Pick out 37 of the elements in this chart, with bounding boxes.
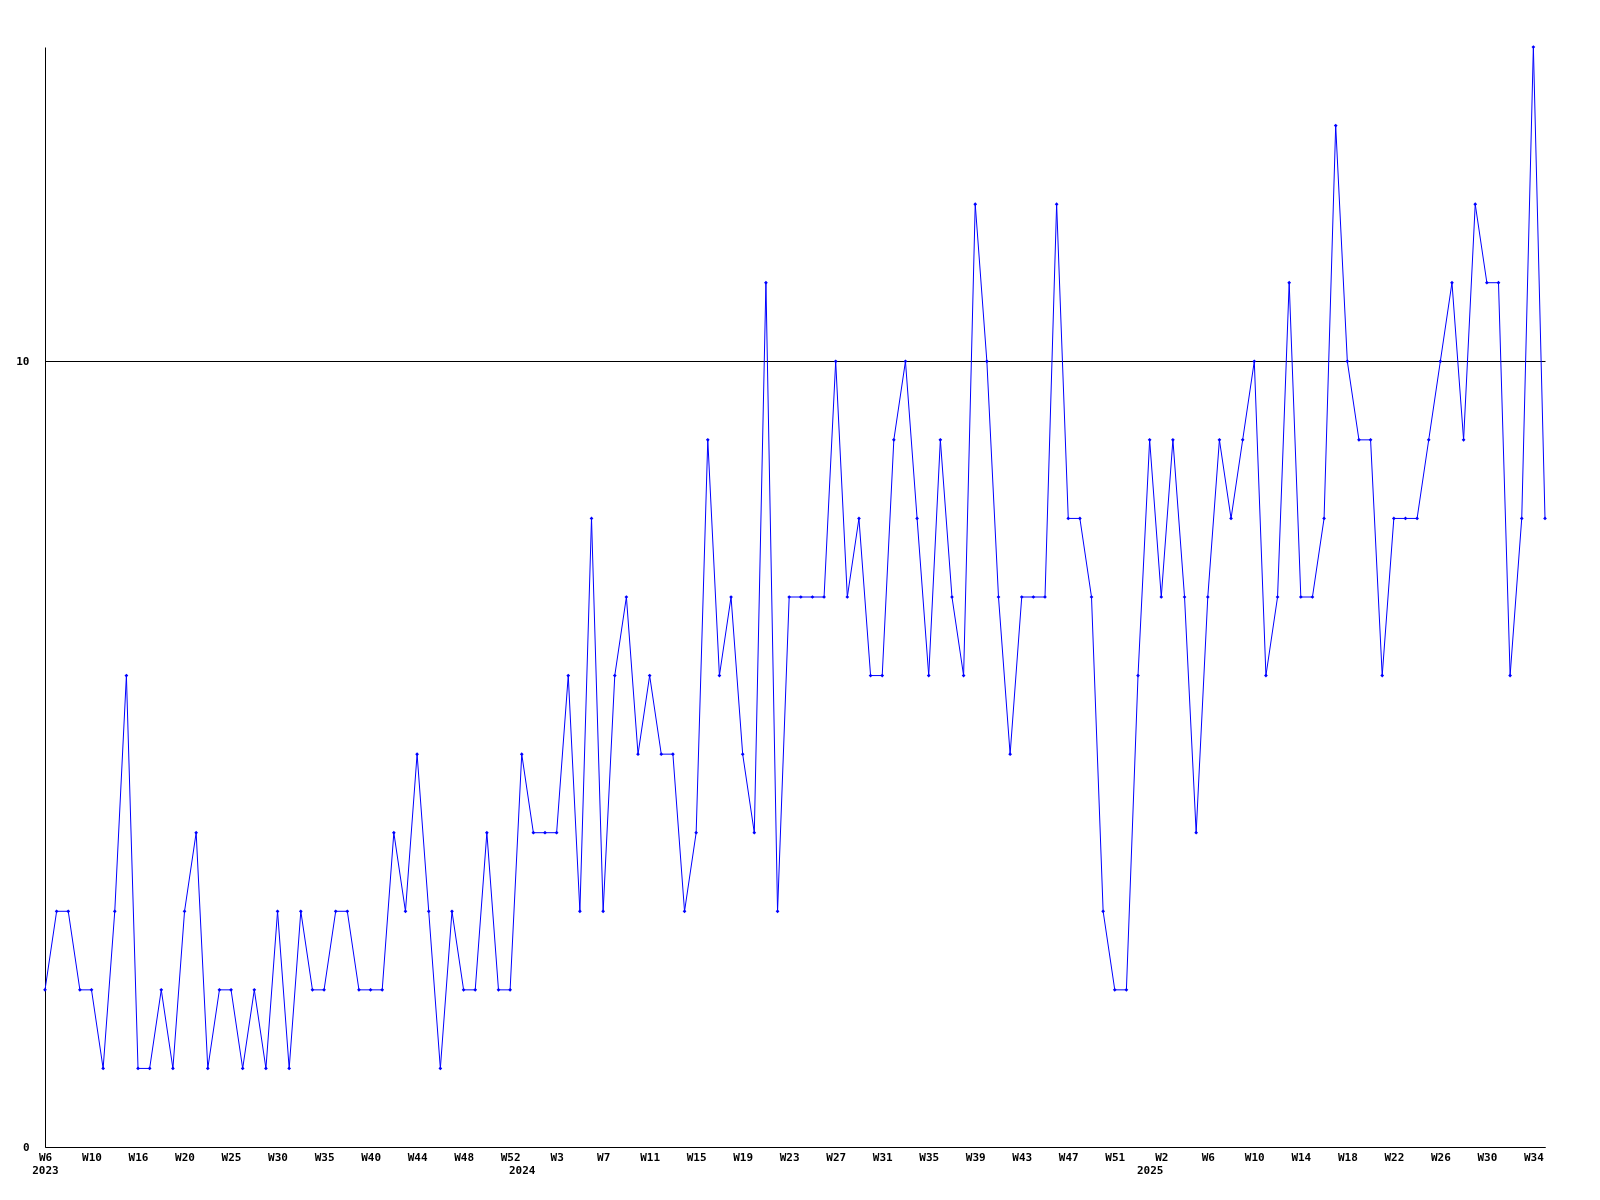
x-tick-label: W20 [175,1150,195,1164]
x-tick-label: W19 [733,1150,754,1164]
x-tick-label: W7 [597,1150,611,1164]
x-tick-label: W10 [1244,1150,1265,1164]
x-tick-label: 2025 [1136,1163,1164,1177]
x-tick-label: W14 [1291,1150,1312,1164]
x-tick-label: W25 [221,1150,242,1164]
x-tick-label: W51 [1105,1150,1126,1164]
x-tick-label: W23 [779,1150,800,1164]
x-tick-label: W27 [826,1150,847,1164]
x-tick-label: W34 [1523,1150,1545,1164]
x-tick-label: W10 [82,1150,102,1164]
x-tick-label: 2024 [508,1163,536,1177]
x-tick-label: W35 [919,1150,940,1164]
x-tick-label: W30 [268,1150,288,1164]
x-tick-label: W47 [1058,1150,1079,1164]
x-tick-label: W11 [640,1150,661,1164]
x-tick-label: W2 [1155,1150,1169,1164]
x-tick-label: W48 [454,1150,475,1164]
x-tick-label: W3 [550,1150,564,1164]
x-tick-label: W6 2023 [32,1150,59,1177]
x-tick-label: W15 [686,1150,707,1164]
x-tick-label: W30 [1477,1150,1498,1164]
x-tick-label: W26 [1430,1150,1452,1164]
x-tick-label: W22 [1384,1150,1405,1164]
x-tick-label: W39 [965,1150,986,1164]
x-tick-label: W31 [872,1150,894,1164]
y-tick-label: 0 [22,1140,30,1154]
y-tick-label: 10 [16,354,30,368]
x-tick-label: W43 [1012,1150,1033,1164]
x-tick-label: W35 [314,1150,335,1164]
x-tick-label: W52 [500,1150,521,1164]
x-tick-label: W16 [128,1150,149,1164]
x-tick-label: W44 [407,1150,428,1164]
x-tick-label: W18 [1337,1150,1358,1164]
x-tick-label: W6 [1201,1150,1216,1164]
x-tick-label: W40 [361,1150,382,1164]
